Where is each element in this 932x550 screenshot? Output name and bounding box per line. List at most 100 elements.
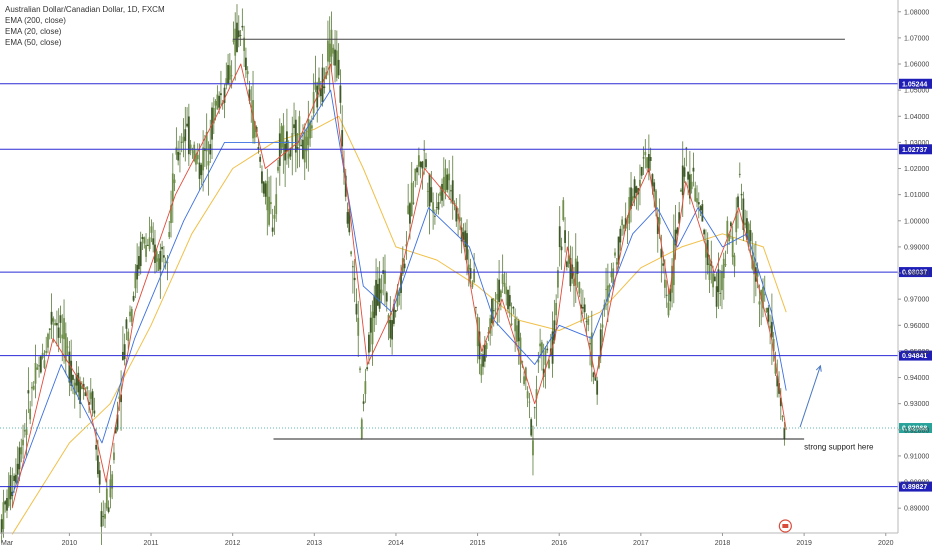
candle-body [89,392,92,399]
candle-body [505,286,508,295]
y-tick-label: 0.93000 [904,401,929,408]
candle-body [47,333,49,348]
candle-body [25,429,28,436]
horizontal-levels: 1.05244 1.02737 0.98037 0.94841 0.89827 0.920… [0,78,932,492]
candle-body [309,122,311,139]
candle-body [646,157,648,168]
candle-body [80,386,83,389]
candle-body [120,394,122,403]
candle-body [630,187,632,209]
candle-body [34,362,37,384]
candle-body [762,286,764,309]
candle-body [205,131,208,152]
candle-body [623,224,625,229]
candle-body [567,255,570,264]
candle-body [642,157,645,159]
candle-body [184,129,187,141]
candle-body [565,261,568,268]
candle-body [635,186,638,193]
candle-body [656,216,659,235]
candle-body [767,307,770,322]
candle-body [503,282,506,287]
candle-body [692,167,695,172]
candle-body [391,320,394,340]
candle-body [102,516,105,518]
candle-body [432,202,435,213]
candle-body [141,236,144,240]
candle-body [516,325,518,342]
ema-20-series [11,63,787,509]
candle-body [193,144,196,162]
y-tick-label: 1.06000 [904,62,929,69]
candle-body [54,322,57,326]
x-tick-label: 2019 [796,540,812,547]
candle-body [159,251,162,270]
candle-body [596,380,599,395]
level-price-tag [899,350,932,361]
candle-body [266,180,269,211]
candle-body [155,251,158,262]
candle-body [688,174,691,199]
candle-body [605,288,607,290]
candle-body [296,146,299,150]
candle-body [32,385,35,390]
candle-body [195,153,197,165]
candle-body [639,179,641,186]
candle-body [435,207,438,208]
candle-body [268,196,270,225]
candle-body [334,49,336,66]
candle-body [667,302,670,316]
candle-body [457,213,459,219]
candle-body [557,270,559,288]
candle-body [380,289,383,294]
candle-body [423,149,426,151]
candle-body [501,274,504,284]
candle-body [312,92,315,114]
candle-body [590,332,593,368]
candle-body [528,401,531,403]
candle-body [615,262,618,265]
candle-body [770,321,773,338]
candle-body [655,190,657,211]
candle-body [676,227,679,234]
candle-body [150,226,153,233]
candle-body [111,474,114,489]
candle-body [510,323,513,326]
x-tick-label: Mar [1,540,14,547]
candle-body [683,167,686,177]
y-tick-label: 0.90000 [904,480,929,487]
candle-body [514,318,517,332]
candle-body [546,348,549,351]
candle-body [22,439,24,446]
candle-body [756,271,759,277]
candle-body [555,303,558,316]
candle-body [744,222,747,226]
candle-body [660,248,663,258]
chart-legend: Australian Dollar/Canadian Dollar, 1D, F… [5,4,165,48]
candle-series [0,4,786,546]
candle-body [171,173,174,202]
candle-body [742,198,745,230]
x-tick-label: 2014 [388,540,404,547]
candle-body [553,320,556,341]
candle-body [91,391,94,411]
x-tick-label: 2020 [878,540,894,547]
candle-body [364,381,367,395]
level-price-tag [899,78,932,89]
candle-body [434,215,436,217]
candle-body [148,237,151,250]
candle-body [166,262,169,263]
candle-body [248,89,251,101]
candle-body [2,502,5,530]
candle-body [619,228,622,243]
candle-body [384,270,386,284]
candle-body [118,396,121,400]
candle-body [79,381,81,404]
candle-body [740,193,743,196]
candle-body [430,187,433,203]
candle-body [507,289,509,310]
candle-body [161,247,164,250]
candle-body [728,233,731,242]
up-arrow-head [815,364,822,372]
